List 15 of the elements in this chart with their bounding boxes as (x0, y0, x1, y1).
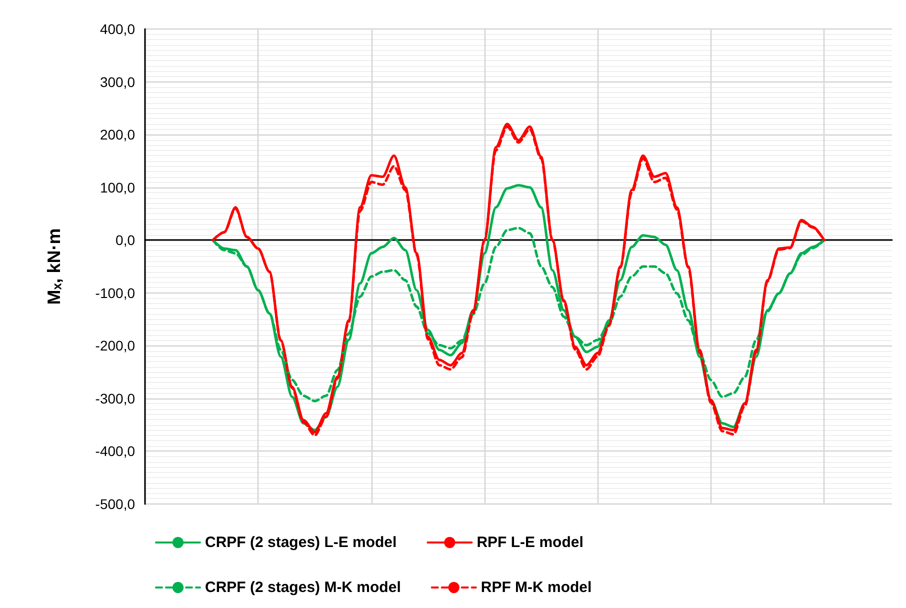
y-tick-label: 100,0 (100, 179, 136, 196)
legend-label: CRPF (2 stages) M-K model (205, 579, 401, 596)
y-tick-label: -500,0 (95, 496, 136, 512)
legend-label: CRPF (2 stages) L-E model (205, 534, 397, 551)
y-tick-label: 300,0 (100, 74, 136, 90)
legend-label: RPF M-K model (480, 579, 592, 596)
legend-label: RPF L-E model (476, 534, 584, 551)
y-tick-label: 400,0 (100, 21, 136, 37)
y-tick-label: -200,0 (95, 338, 136, 354)
y-tick-label: -100,0 (95, 284, 136, 301)
y-tick-label: -300,0 (95, 390, 136, 406)
y-tick-label: -400,0 (95, 443, 136, 460)
y-tick-label: 200,0 (100, 126, 136, 143)
y-axis-title: Mₓ, kN·m (44, 228, 64, 305)
y-tick-label: 0,0 (116, 232, 136, 248)
